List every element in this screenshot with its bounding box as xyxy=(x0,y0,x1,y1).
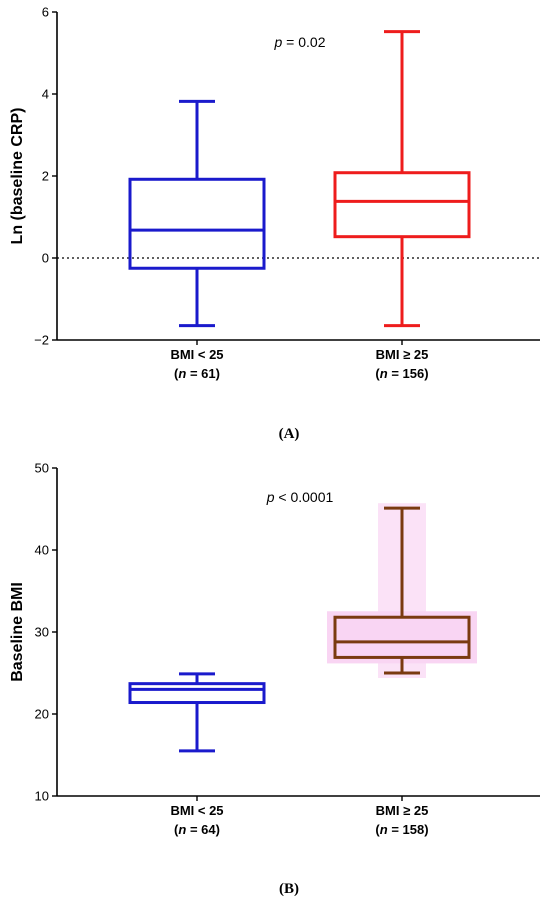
category-n-label: (n = 158) xyxy=(375,822,428,837)
p-value-annotation: p < 0.0001 xyxy=(266,489,334,505)
category-n-label: (n = 64) xyxy=(174,822,220,837)
category-label: BMI ≥ 25 xyxy=(376,347,429,362)
panel-b: 10 20 30 40 50 Baseline BMI p < 0.0001 BMI < 25… xyxy=(9,461,540,897)
category-n-label: (n = 61) xyxy=(174,366,220,381)
y-tick-label: 20 xyxy=(35,707,49,722)
panel-label: (B) xyxy=(279,881,299,897)
box-2 xyxy=(333,30,471,328)
y-tick-label: −2 xyxy=(34,333,49,348)
y-tick-label: 2 xyxy=(42,169,49,184)
category-n-label: (n = 156) xyxy=(375,366,428,381)
y-tick-label: 0 xyxy=(42,251,49,266)
box-1 xyxy=(128,672,266,753)
panel-label: (A) xyxy=(279,426,300,442)
panel-a: −2 0 2 4 6 Ln (baseline CRP) p = 0.02 BMI < 25 (… xyxy=(9,5,540,442)
box-iqr xyxy=(333,171,471,239)
box-iqr xyxy=(128,177,266,270)
box-iqr xyxy=(333,615,471,659)
y-tick-label: 10 xyxy=(35,789,49,804)
y-tick-label: 40 xyxy=(35,543,49,558)
y-axis-label: Ln (baseline CRP) xyxy=(9,108,26,245)
y-axis-label: Baseline BMI xyxy=(9,582,26,682)
box-iqr xyxy=(128,682,266,705)
y-tick-label: 4 xyxy=(42,87,49,102)
category-label: BMI ≥ 25 xyxy=(376,803,429,818)
y-tick-label: 6 xyxy=(42,5,49,20)
p-value-annotation: p = 0.02 xyxy=(274,34,326,50)
y-tick-label: 30 xyxy=(35,625,49,640)
category-label: BMI < 25 xyxy=(170,347,223,362)
category-label: BMI < 25 xyxy=(170,803,223,818)
y-tick-label: 50 xyxy=(35,461,49,476)
box-1 xyxy=(128,99,266,328)
box-2 xyxy=(327,503,477,678)
